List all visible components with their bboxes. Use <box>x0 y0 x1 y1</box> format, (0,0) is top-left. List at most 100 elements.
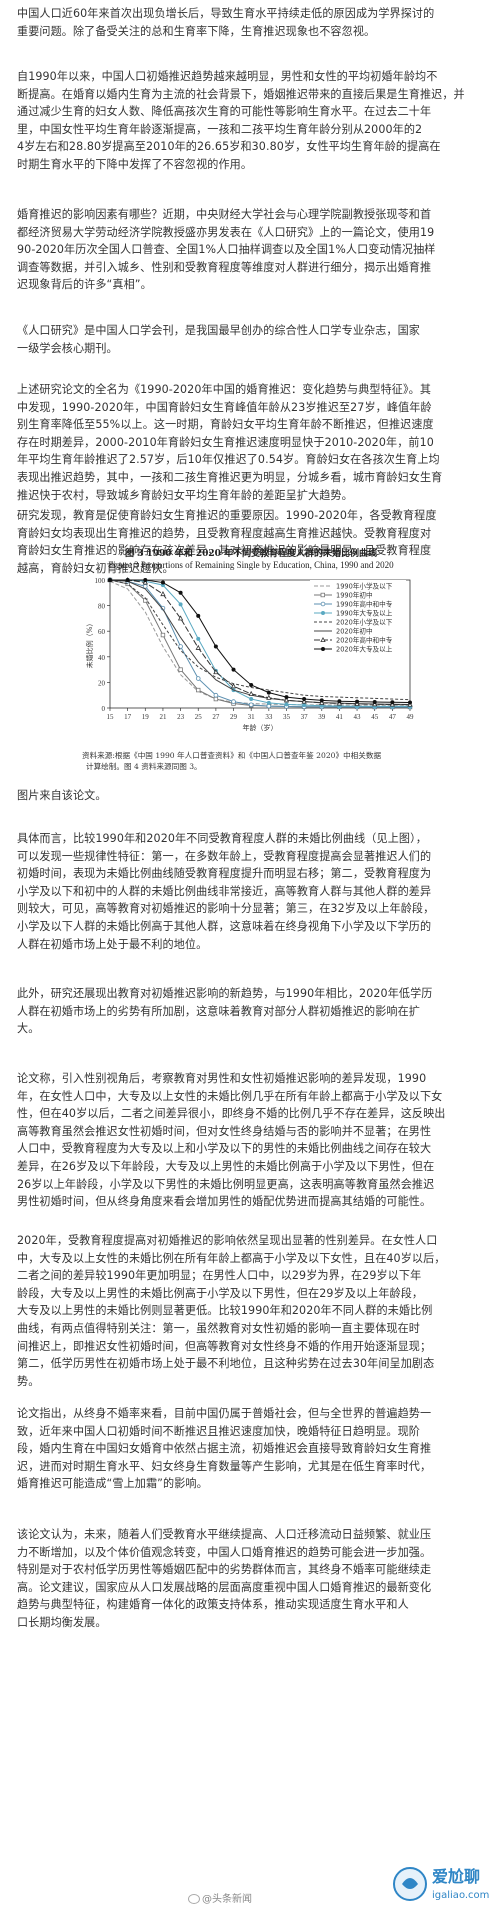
paragraph-line: 中国人口近60年来首次出现负增长后，导致生育水平持续走低的原因成为学界探讨的 <box>17 7 435 20</box>
paragraph-line: 图片来自该论文。 <box>17 789 107 802</box>
paragraph-paper-findings: 上述研究论文的全名为《1990-2020年中国的婚育推迟：变化趋势与典型特征》。… <box>17 381 485 504</box>
x-tick-label: 29 <box>230 713 238 721</box>
watermark-logo: 爱尬聊 igaliao.com <box>390 1860 500 1908</box>
paragraph-line: 时期生育水平的下降中发挥了不容忽视的作用。 <box>17 157 253 171</box>
data-point <box>178 667 183 672</box>
data-point <box>301 698 307 704</box>
paragraph-image-note: 图片来自该论文。 <box>17 787 485 805</box>
figure-title-en: Figure 3 Proportions of Remaining Single… <box>108 560 394 570</box>
legend-label: 1990年初中 <box>336 591 373 600</box>
paragraph-line: 2020年，受教育程度提高对初婚推迟的影响依然呈现出显著的性别差异。在女性人口 <box>17 1234 438 1247</box>
data-point <box>319 698 324 703</box>
x-tick-label: 47 <box>389 713 397 721</box>
paragraph-line: 高。论文建议，国家应从人口发展战略的层面高度重视中国人口婚育推迟的最新变化 <box>17 1580 432 1594</box>
data-point <box>336 700 343 706</box>
paragraph-line: 婚育推迟的影响因素有哪些？近期，中央财经大学社会与心理学院副教授张现苓和首 <box>17 208 432 221</box>
data-point <box>108 578 112 582</box>
data-point <box>177 615 184 621</box>
x-tick-label: 39 <box>318 713 326 721</box>
data-point <box>178 644 183 649</box>
paragraph-line: 4岁左右和28.80岁提高至2010年的26.65岁和30.80岁，女性平均生育… <box>17 140 441 154</box>
paragraph-line: 第二，低学历男性在初婚市场上处于最不利地位，且这种劣势在过去30年间呈加剧态 <box>17 1357 435 1371</box>
weibo-account: @头条新闻 <box>202 1894 252 1905</box>
paragraph-line: 该论文认为，未来，随着人们受教育水平继续提高、人口迁移流动日益频繁、就业压 <box>17 1528 432 1541</box>
legend-marker <box>320 592 325 598</box>
paragraph-line: 自1990年以来，中国人口初婚推迟趋势越来越明显，男性和女性的平均初婚年龄均不 <box>17 70 438 83</box>
data-point <box>249 697 254 702</box>
paragraph-line: 大。 <box>17 1022 40 1036</box>
data-point <box>390 700 395 705</box>
legend-marker <box>320 601 326 607</box>
legend-label: 2020年小学及以下 <box>336 618 393 627</box>
data-point <box>337 699 342 704</box>
paragraph-line: 年，在女性人口中，大专及以上女性的未婚比例几乎在所有年龄上都高于小学及以下女 <box>17 1089 443 1103</box>
legend-marker <box>321 611 325 615</box>
plot-frame <box>109 579 411 709</box>
paragraph-line: 差异，在26岁及以下年龄段，大专及以上男性的未婚比例高于小学及以下男性，但在 <box>17 1159 435 1173</box>
paragraph-line: 段，婚内生育在中国妇女婚育中依然占据主流，初婚推迟会直接导致育龄妇女生育推 <box>17 1442 432 1456</box>
x-axis-label: 年龄（岁） <box>243 723 278 732</box>
x-tick-label: 23 <box>177 713 185 721</box>
paragraph-line: 人群在初婚市场上的劣势有所加剧，这意味着教育对部分人群初婚推迟的影响在扩 <box>17 1004 420 1018</box>
paragraph-line: 间推迟上，即推迟女性初婚时间，但高等教育对女性终身不婚的作用开始逐渐显现； <box>17 1339 432 1353</box>
legend-marker <box>320 636 326 642</box>
paragraph-line: 存在时期差异，2000-2010年育龄妇女生育推迟速度明显快于2010-2020… <box>17 435 434 449</box>
legend-label: 2020年初中 <box>336 627 373 636</box>
paragraph-line: 越高，育龄妇女初育推迟越快。 <box>17 561 174 575</box>
data-point <box>408 700 412 705</box>
data-point <box>284 695 289 700</box>
data-point <box>213 692 219 698</box>
data-point <box>142 584 148 589</box>
data-point <box>248 702 254 708</box>
legend-label: 2020年大专及以上 <box>336 645 393 654</box>
y-tick-label: 100 <box>95 577 106 585</box>
paragraph-line: 势。 <box>17 1374 40 1388</box>
data-point <box>160 591 166 597</box>
paragraph-line: 中发现，1990-2020年，中国育龄妇女生育峰值年龄从23岁推迟至27岁，峰值… <box>17 400 432 414</box>
paragraph-line: 力不断增加，以及个体价值观念转变，中国人口婚育推迟的趋势可能会进一步加强。 <box>17 1545 432 1559</box>
paragraph-education: 研究发现，教育是促使育龄妇女生育推迟的重要原因。1990-2020年，各受教育程… <box>17 507 485 577</box>
data-point <box>231 699 236 704</box>
data-point <box>266 690 271 695</box>
paragraph-line: 初婚时间，表现为未婚比例曲线随受教育程度提升而明显右移；第二，受教育程度为 <box>17 867 432 881</box>
marriage-chart: 0 20 40 60 80 100 15 17 19 21 23 25 27 29 31 33 35 37 39 41… <box>85 576 414 732</box>
paragraph-intro: 中国人口近60年来首次出现负增长后，导致生育水平持续走低的原因成为学界探讨的 重要… <box>17 5 485 40</box>
paragraph-line: 研究发现，教育是促使育龄妇女生育推迟的重要原因。1990-2020年，各受教育程… <box>17 509 437 522</box>
paragraph-line: 二者之间的差异较1990年更加明显；在男性人口中，以29岁为界，在29岁以下年 <box>17 1269 422 1283</box>
paragraph-line: 龄段，大专及以上男性的未婚比例高于小学及以下男性，但在29岁及以上年龄段， <box>17 1286 424 1300</box>
legend-label: 1990年小学及以下 <box>336 582 393 591</box>
data-point <box>160 632 166 638</box>
series-line <box>109 579 411 701</box>
paragraph-marriage-delay: 自1990年以来，中国人口初婚推迟趋势越来越明显，男性和女性的平均初婚年龄均不断… <box>17 68 485 174</box>
paragraph-line: 90-2020年历次全国人口普查、全国1%人口抽样调查以及全国1%人口变动情况抽… <box>17 243 436 257</box>
x-tick-label: 15 <box>107 713 115 721</box>
watermark-text: 爱尬聊 <box>432 1867 480 1886</box>
data-point <box>213 644 218 649</box>
x-tick-label: 41 <box>336 713 344 721</box>
paragraph-line: 一级学会核心期刊。 <box>17 341 118 355</box>
series-line <box>110 579 410 707</box>
paragraph-line: 论文称，引入性别视角后，考察教育对男性和女性初婚推迟影响的差异发现，1990 <box>17 1072 427 1085</box>
figure-source-line-1: 资料来源:根据《中国 1990 年人口普查资料》和《中国人口普查年鉴 2020》… <box>82 751 382 760</box>
paragraph-line: 通过减少生育的妇女人数、降低高孩次生育的可能性等影响生育水平。在过去二十年 <box>17 105 432 119</box>
x-tick-label: 43 <box>354 713 362 721</box>
data-point <box>283 697 290 703</box>
watermark-logo-icon: 爱尬聊 igaliao.com <box>393 1867 489 1901</box>
paragraph-line: 里，中国女性平均生育年龄逐渐提高，一孩和二孩平均生育年龄分别从2000年的2 <box>17 122 423 136</box>
data-point <box>355 699 360 704</box>
paragraph-gender-2020: 2020年，受教育程度提高对初婚推迟的影响依然呈现出显著的性别差异。在女性人口中… <box>17 1232 485 1390</box>
paragraph-line: 大专及以上男性的未婚比例则显著更低。比较1990年和2020年不同人群的未婚比例 <box>17 1304 433 1318</box>
data-point <box>302 703 307 708</box>
paragraph-line: 人口中，受教育程度为大专及以上和小学及以下的男性的未婚比例曲线之间存在较大 <box>17 1142 432 1156</box>
paragraph-line: 迟现象背后的许多“真相”。 <box>17 278 152 292</box>
data-point <box>248 690 254 696</box>
data-point <box>125 578 130 582</box>
data-point <box>196 687 201 693</box>
series-line <box>109 580 410 706</box>
y-axis-label: 未婚比例（%） <box>85 620 94 669</box>
legend-label: 1990年高中和中专 <box>336 600 393 609</box>
y-tick-label: 20 <box>98 679 106 687</box>
data-point <box>196 636 201 641</box>
x-tick-label: 35 <box>283 713 291 721</box>
